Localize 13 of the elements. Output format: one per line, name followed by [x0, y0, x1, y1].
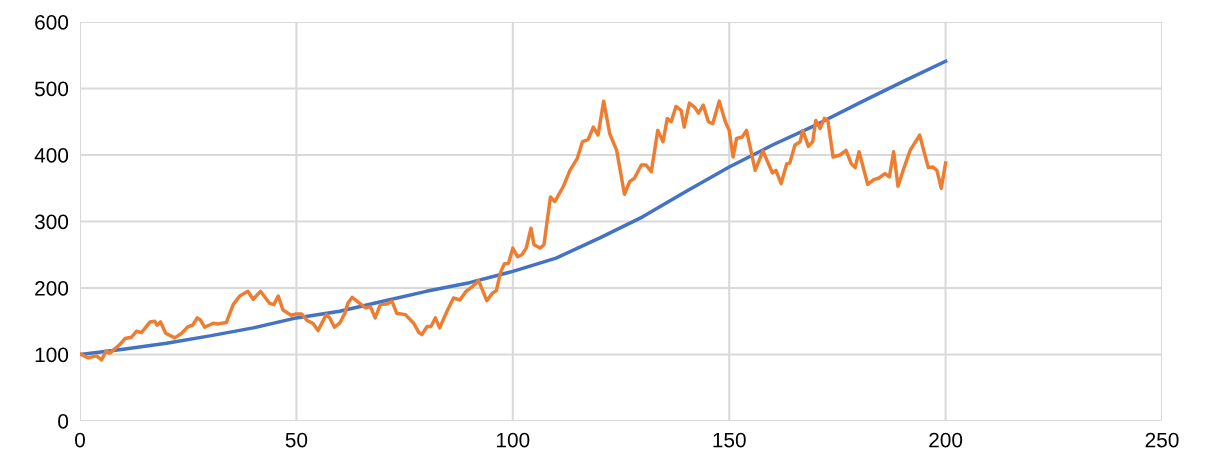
y-tick-label: 600: [35, 15, 69, 30]
x-tick-label: 100: [497, 432, 530, 448]
y-tick-label: 500: [34, 81, 69, 97]
x-tick-label: 50: [285, 432, 308, 448]
x-tick-label: 150: [713, 432, 746, 448]
x-tick-label: 0: [75, 432, 85, 448]
y-tick-label: 400: [34, 148, 69, 163]
x-tick-label: 200: [929, 432, 963, 448]
x-tick-label: 250: [1145, 432, 1179, 448]
y-tick-label: 0: [58, 414, 69, 429]
y-tick-label: 100: [35, 347, 69, 363]
y-tick-label: 300: [34, 214, 69, 230]
y-tick-label: 200: [35, 281, 69, 296]
